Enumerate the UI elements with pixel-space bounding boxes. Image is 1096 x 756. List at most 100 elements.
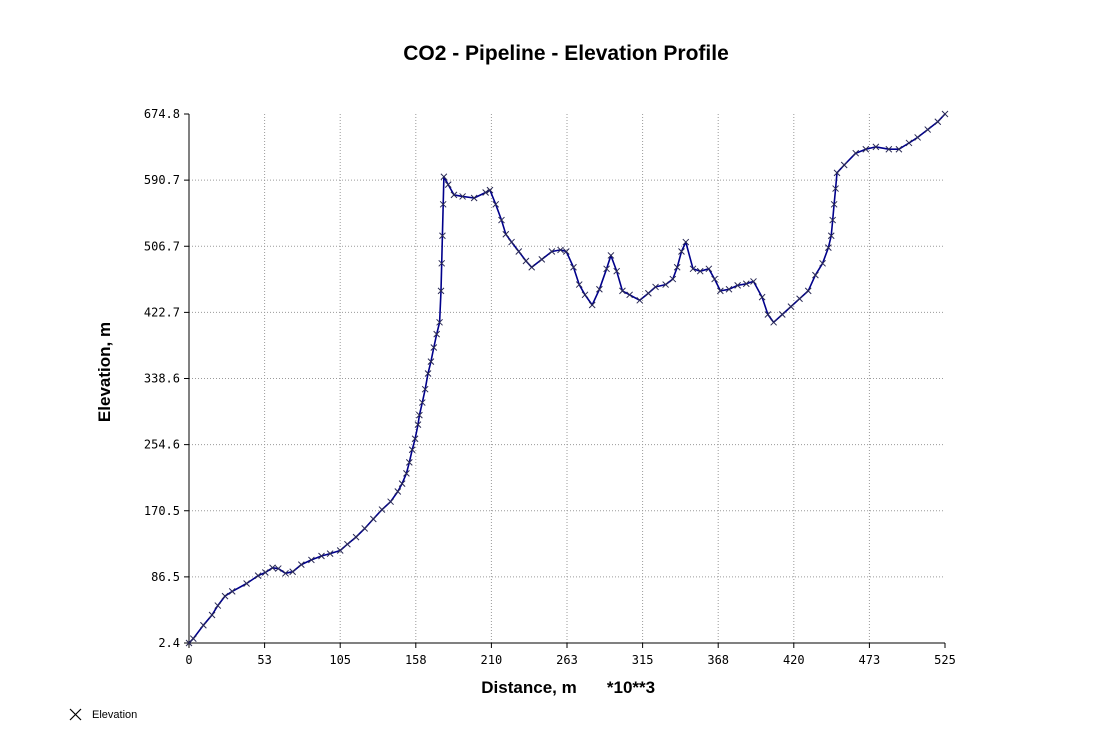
data-point-marker bbox=[214, 602, 222, 609]
x-axis-label: Distance, m bbox=[481, 678, 576, 697]
data-point-marker bbox=[742, 280, 750, 288]
data-point-marker bbox=[498, 216, 505, 224]
data-point-marker bbox=[424, 370, 432, 377]
data-point-marker bbox=[318, 552, 325, 560]
data-point-marker bbox=[427, 358, 435, 366]
data-point-marker bbox=[570, 263, 577, 271]
tick-labels: 0 53 105 158 210 263 315 368 420 473 525 674.8 590.7… bbox=[144, 107, 956, 667]
data-point-marker bbox=[437, 287, 445, 295]
series-elevation bbox=[185, 110, 949, 647]
data-point-marker bbox=[895, 145, 903, 153]
data-point-marker bbox=[725, 285, 733, 293]
data-point-marker bbox=[711, 275, 718, 283]
x-tick-label: 158 bbox=[405, 653, 427, 667]
data-point-marker bbox=[914, 134, 921, 141]
data-point-marker bbox=[486, 186, 494, 194]
chart-title: CO2 - Pipeline - Elevation Profile bbox=[403, 42, 729, 65]
data-point-marker bbox=[502, 230, 510, 238]
data-point-marker bbox=[829, 216, 837, 224]
data-point-marker bbox=[812, 271, 819, 279]
data-point-marker bbox=[662, 281, 669, 288]
x-tick-label: 525 bbox=[934, 653, 956, 667]
y-tick-label: 422.7 bbox=[144, 305, 180, 319]
data-point-marker bbox=[439, 232, 446, 240]
data-point-marker bbox=[336, 547, 344, 554]
y-axis-label: Elevation, m bbox=[95, 322, 114, 422]
y-tick-label: 338.6 bbox=[144, 372, 180, 386]
data-point-marker bbox=[673, 263, 681, 271]
data-point-marker bbox=[361, 525, 369, 532]
data-point-marker bbox=[619, 287, 626, 295]
data-point-marker bbox=[804, 287, 812, 295]
data-point-marker bbox=[607, 252, 615, 259]
data-point-marker bbox=[470, 194, 478, 202]
data-point-marker bbox=[832, 185, 839, 192]
data-point-marker bbox=[418, 399, 426, 406]
data-point-marker bbox=[581, 291, 589, 299]
y-tick-label: 2.4 bbox=[158, 636, 180, 650]
data-point-marker bbox=[414, 421, 422, 428]
x-tick-label: 53 bbox=[257, 653, 271, 667]
data-point-marker bbox=[369, 515, 377, 523]
data-point-marker bbox=[289, 568, 297, 576]
data-point-marker bbox=[228, 588, 236, 595]
data-point-marker bbox=[508, 238, 515, 246]
x-icon bbox=[69, 708, 82, 721]
data-point-marker bbox=[528, 263, 536, 271]
data-point-marker bbox=[778, 311, 786, 318]
data-point-marker bbox=[905, 139, 913, 147]
data-point-marker bbox=[830, 200, 838, 208]
data-point-marker bbox=[787, 303, 795, 310]
x-tick-label: 473 bbox=[859, 653, 881, 667]
data-point-marker bbox=[243, 580, 250, 587]
data-point-marker bbox=[862, 145, 870, 153]
data-point-marker bbox=[492, 200, 500, 208]
data-point-marker bbox=[403, 470, 410, 477]
axes bbox=[184, 113, 946, 648]
data-point-marker bbox=[411, 435, 419, 443]
x-tick-label: 315 bbox=[632, 653, 654, 667]
data-point-marker bbox=[408, 446, 416, 454]
x-axis-multiplier: *10**3 bbox=[607, 678, 655, 697]
data-point-marker bbox=[603, 265, 610, 273]
data-point-marker bbox=[394, 488, 402, 495]
data-point-marker bbox=[398, 480, 406, 487]
data-point-marker bbox=[764, 311, 772, 318]
data-point-marker bbox=[274, 565, 282, 572]
data-point-marker bbox=[269, 564, 276, 572]
data-point-marker bbox=[189, 635, 197, 642]
data-point-marker bbox=[522, 257, 530, 265]
y-tick-label: 674.8 bbox=[144, 107, 180, 121]
x-tick-label: 420 bbox=[783, 653, 805, 667]
data-point-marker bbox=[438, 259, 446, 267]
data-point-marker bbox=[819, 259, 826, 267]
data-point-marker bbox=[482, 189, 489, 196]
data-point-marker bbox=[758, 293, 766, 301]
data-point-marker bbox=[941, 110, 949, 118]
data-point-marker bbox=[436, 318, 443, 326]
data-point-marker bbox=[678, 248, 685, 255]
data-point-marker bbox=[282, 569, 289, 577]
data-point-marker bbox=[652, 283, 659, 291]
data-point-marker bbox=[734, 281, 741, 289]
grid-lines bbox=[189, 114, 945, 643]
legend: Elevation bbox=[69, 708, 137, 721]
data-point-marker bbox=[682, 238, 690, 246]
y-tick-label: 86.5 bbox=[151, 570, 180, 584]
data-point-marker bbox=[689, 265, 697, 273]
data-point-marker bbox=[924, 126, 932, 133]
data-point-marker bbox=[750, 278, 757, 285]
data-point-marker bbox=[626, 291, 633, 299]
data-point-marker bbox=[421, 385, 429, 393]
y-tick-label: 590.7 bbox=[144, 173, 180, 187]
data-point-marker bbox=[416, 411, 423, 419]
data-point-marker bbox=[833, 169, 841, 177]
x-tick-label: 263 bbox=[556, 653, 578, 667]
data-point-marker bbox=[717, 287, 724, 295]
data-point-marker bbox=[433, 330, 441, 338]
data-point-marker bbox=[696, 267, 704, 275]
data-point-marker bbox=[596, 285, 603, 293]
y-tick-label: 254.6 bbox=[144, 438, 180, 452]
data-point-marker bbox=[840, 161, 848, 169]
